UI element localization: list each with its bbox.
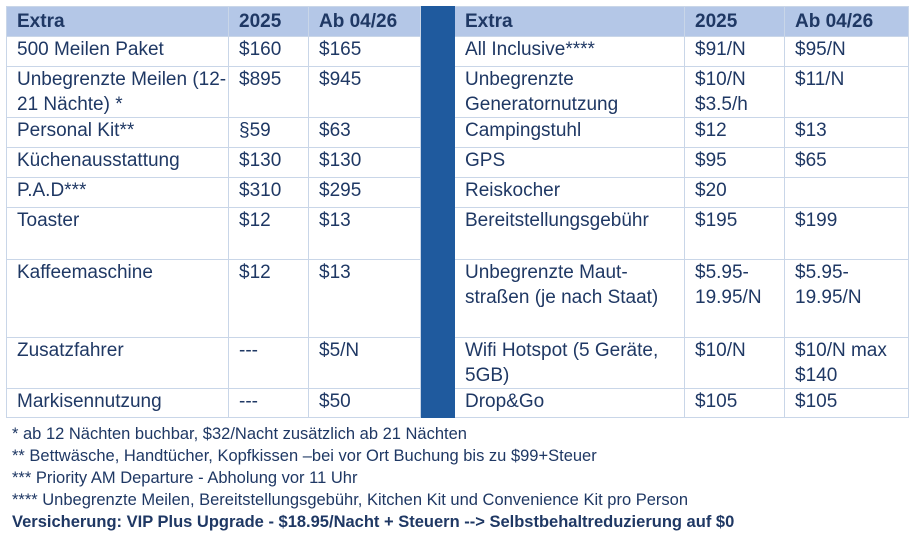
table-row: Toaster $12 $13 Bereitstellungsgebühr $1… — [6, 207, 909, 260]
extra-name: Bereitstellungsgebühr — [454, 207, 685, 260]
column-separator — [420, 388, 455, 418]
insurance-note: Versicherung: VIP Plus Upgrade - $18.95/… — [12, 513, 735, 531]
table-header-row: Extra 2025 Ab 04/26 Extra 2025 Ab 04/26 — [6, 6, 909, 37]
extra-name: All Inclusive**** — [454, 36, 685, 67]
price-2025: $105 — [684, 388, 785, 418]
price-2025: §59 — [228, 117, 309, 148]
column-separator — [420, 66, 455, 118]
extra-name: 500 Meilen Paket — [6, 36, 229, 67]
price-ab-0426: $63 — [308, 117, 421, 148]
price-2025: --- — [228, 337, 309, 389]
table-row: Kaffeemaschine $12 $13 Unbegrenzte Maut-… — [6, 259, 909, 338]
price-2025: $895 — [228, 66, 309, 118]
header-2025-right: 2025 — [684, 6, 785, 37]
price-2025: $95 — [684, 147, 785, 178]
price-ab-0426: $5.95-19.95/N — [784, 259, 909, 338]
column-separator — [420, 337, 455, 389]
price-ab-0426: $130 — [308, 147, 421, 178]
price-ab-0426: $13 — [308, 259, 421, 338]
extra-name: Campingstuhl — [454, 117, 685, 148]
extra-name: Unbegrenzte Generatornutzung — [454, 66, 685, 118]
price-ab-0426: $5/N — [308, 337, 421, 389]
extra-name: Unbegrenzte Meilen (12-21 Nächte) * — [6, 66, 229, 118]
column-separator — [420, 117, 455, 148]
price-ab-0426: $50 — [308, 388, 421, 418]
price-ab-0426: $65 — [784, 147, 909, 178]
footnotes: * ab 12 Nächten buchbar, $32/Nacht zusät… — [12, 423, 912, 533]
extra-name: Reiskocher — [454, 177, 685, 208]
extra-name: GPS — [454, 147, 685, 178]
footnote: ** Bettwäsche, Handtücher, Kopfkissen –b… — [12, 447, 597, 465]
header-ab-0426-right: Ab 04/26 — [784, 6, 909, 37]
price-2025: $12 — [684, 117, 785, 148]
price-ab-0426: $11/N — [784, 66, 909, 118]
price-ab-0426 — [784, 177, 909, 208]
price-2025: $20 — [684, 177, 785, 208]
extra-name: P.A.D*** — [6, 177, 229, 208]
column-separator — [420, 207, 455, 260]
table-row: P.A.D*** $310 $295 Reiskocher $20 — [6, 177, 909, 208]
header-extra-left: Extra — [6, 6, 229, 37]
extra-name: Markisennutzung — [6, 388, 229, 418]
price-2025: $195 — [684, 207, 785, 260]
price-2025: --- — [228, 388, 309, 418]
table-row: Unbegrenzte Meilen (12-21 Nächte) * $895… — [6, 66, 909, 118]
column-separator — [420, 36, 455, 67]
extra-name: Toaster — [6, 207, 229, 260]
extra-name: Wifi Hotspot (5 Geräte, 5GB) — [454, 337, 685, 389]
price-2025: $5.95-19.95/N — [684, 259, 785, 338]
price-ab-0426: $95/N — [784, 36, 909, 67]
header-2025-left: 2025 — [228, 6, 309, 37]
price-2025: $12 — [228, 207, 309, 260]
price-ab-0426: $945 — [308, 66, 421, 118]
price-2025: $130 — [228, 147, 309, 178]
footnote: * ab 12 Nächten buchbar, $32/Nacht zusät… — [12, 425, 467, 443]
header-ab-0426-left: Ab 04/26 — [308, 6, 421, 37]
column-separator — [420, 6, 455, 37]
table-row: Personal Kit** §59 $63 Campingstuhl $12 … — [6, 117, 909, 148]
column-separator — [420, 259, 455, 338]
extra-name: Küchenausstattung — [6, 147, 229, 178]
price-2025: $10/N — [684, 337, 785, 389]
price-2025: $160 — [228, 36, 309, 67]
price-ab-0426: $295 — [308, 177, 421, 208]
price-table: Extra 2025 Ab 04/26 Extra 2025 Ab 04/26 … — [6, 6, 909, 418]
extra-name: Kaffeemaschine — [6, 259, 229, 338]
table-row: 500 Meilen Paket $160 $165 All Inclusive… — [6, 36, 909, 67]
price-2025: $310 — [228, 177, 309, 208]
extra-name: Zusatzfahrer — [6, 337, 229, 389]
table-row: Küchenausstattung $130 $130 GPS $95 $65 — [6, 147, 909, 178]
price-2025: $91/N — [684, 36, 785, 67]
extra-name: Drop&Go — [454, 388, 685, 418]
price-ab-0426: $10/N max $140 — [784, 337, 909, 389]
price-ab-0426: $199 — [784, 207, 909, 260]
price-2025: $10/N $3.5/h — [684, 66, 785, 118]
price-ab-0426: $165 — [308, 36, 421, 67]
table-row: Markisennutzung --- $50 Drop&Go $105 $10… — [6, 388, 909, 418]
column-separator — [420, 147, 455, 178]
price-ab-0426: $13 — [784, 117, 909, 148]
extra-name: Unbegrenzte Maut-straßen (je nach Staat) — [454, 259, 685, 338]
price-2025: $12 — [228, 259, 309, 338]
table-row: Zusatzfahrer --- $5/N Wifi Hotspot (5 Ge… — [6, 337, 909, 389]
price-ab-0426: $13 — [308, 207, 421, 260]
header-extra-right: Extra — [454, 6, 685, 37]
column-separator — [420, 177, 455, 208]
extra-name: Personal Kit** — [6, 117, 229, 148]
footnote: *** Priority AM Departure - Abholung vor… — [12, 469, 358, 487]
price-ab-0426: $105 — [784, 388, 909, 418]
footnote: **** Unbegrenzte Meilen, Bereitstellungs… — [12, 491, 688, 509]
